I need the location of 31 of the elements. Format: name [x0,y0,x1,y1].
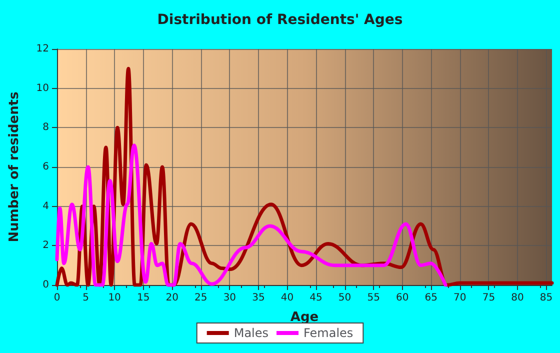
y-tick-label: 0 [42,280,49,290]
y-tick-label: 8 [42,122,49,134]
x-tick-label: 60 [396,292,409,304]
x-tick-label: 5 [82,292,89,304]
y-tick-label: 2 [42,240,49,252]
x-tick-label: 25 [194,292,208,304]
y-tick-label: 4 [42,200,49,212]
x-tick-label: 85 [540,292,553,304]
y-axis-title: Number of residents [7,91,22,242]
x-tick-label: 55 [367,292,380,304]
line-series [55,144,448,287]
x-tick-label: 0 [54,292,60,304]
x-tick-label: 75 [482,292,496,304]
y-tick-label: 10 [36,82,49,94]
x-tick-label: 30 [223,292,236,304]
x-tick-label: 80 [511,292,524,304]
x-tick-label: 70 [454,292,466,304]
x-tick-label: 65 [424,292,438,304]
x-tick-label: 10 [108,292,121,304]
x-tick-label: 35 [252,292,265,304]
x-tick-label: 20 [166,292,178,304]
y-tick-label: 6 [42,162,49,172]
legend-label: Males [234,326,269,340]
x-axis-title: Age [290,310,319,325]
x-tick-label: 45 [310,292,322,304]
x-tick-label: 15 [136,292,150,304]
x-tick-label: 50 [338,292,352,304]
y-tick-label: 12 [36,44,49,54]
legend-label: Females [304,326,354,340]
x-tick-label: 40 [280,292,294,304]
chart-title: Distribution of Residents' Ages [157,12,403,28]
